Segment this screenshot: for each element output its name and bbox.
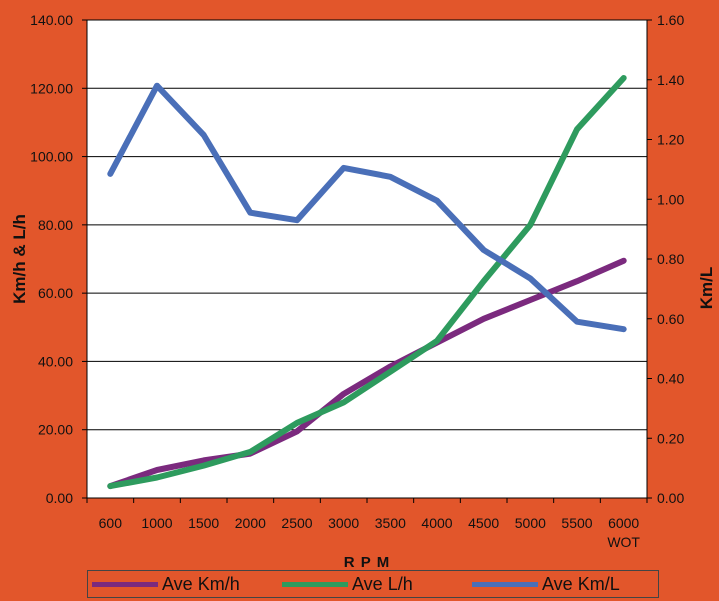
axes [82,19,652,503]
y-tick-label-left: 60.00 [38,285,73,301]
x-tick-label: 4000 [421,515,452,531]
y-tick-label-right: 0.20 [657,430,684,446]
x-tick-sublabel: WOT [607,534,640,550]
x-tick-label: 5500 [561,515,592,531]
y-tick-label-right: 0.60 [657,311,684,327]
line-ave-l-h [107,75,627,490]
y-tick-label-left: 100.00 [30,149,73,165]
y-tick-label-left: 0.00 [46,490,73,506]
legend-label: Ave Km/L [542,573,620,594]
legend-item: Ave Km/L [468,574,658,595]
y-axis-title-right: Km/L [697,267,716,310]
x-tick-label: 5000 [515,515,546,531]
line-ave-km-h [107,257,627,490]
x-tick-label: 3500 [375,515,406,531]
y-tick-label-right: 1.40 [657,72,684,88]
legend-label: Ave L/h [352,573,413,594]
x-tick-label: 4500 [468,515,499,531]
tick-labels: 0.00 20.00 40.00 60.00 80.00 100.00 120.00 140.… [30,12,684,550]
y-axis-title-left: Km/h & L/h [10,214,29,304]
series-lines [107,75,627,490]
legend-label: Ave Km/h [162,573,240,594]
y-tick-label-right: 0.00 [657,490,684,506]
x-tick-label: 1500 [188,515,219,531]
legend-swatch [282,581,348,587]
x-tick-label: 1000 [141,515,172,531]
x-axis-title: R P M [344,554,390,571]
legend-swatch [92,581,158,587]
grid [87,87,647,431]
y-tick-label-right: 0.80 [657,251,684,267]
x-tick-label: 600 [99,515,123,531]
x-tick-label: 2500 [281,515,312,531]
legend-item: Ave Km/h [88,574,278,595]
y-tick-label-left: 120.00 [30,80,73,96]
y-tick-label-left: 20.00 [38,422,73,438]
y-tick-label-left: 140.00 [30,12,73,28]
x-tick-label: 2000 [235,515,266,531]
legend: Ave Km/h Ave L/h Ave Km/L [87,570,659,598]
plot-area [87,20,647,498]
legend-item: Ave L/h [278,574,468,595]
y-tick-label-right: 0.40 [657,371,684,387]
y-tick-label-right: 1.20 [657,132,684,148]
y-tick-label-right: 1.60 [657,12,684,28]
line-ave-km-l [107,82,627,333]
x-tick-label: 6000 [608,515,639,531]
x-tick-label: 3000 [328,515,359,531]
y-tick-label-left: 80.00 [38,217,73,233]
legend-swatch [472,581,538,587]
y-tick-label-left: 40.00 [38,353,73,369]
y-tick-label-right: 1.00 [657,191,684,207]
